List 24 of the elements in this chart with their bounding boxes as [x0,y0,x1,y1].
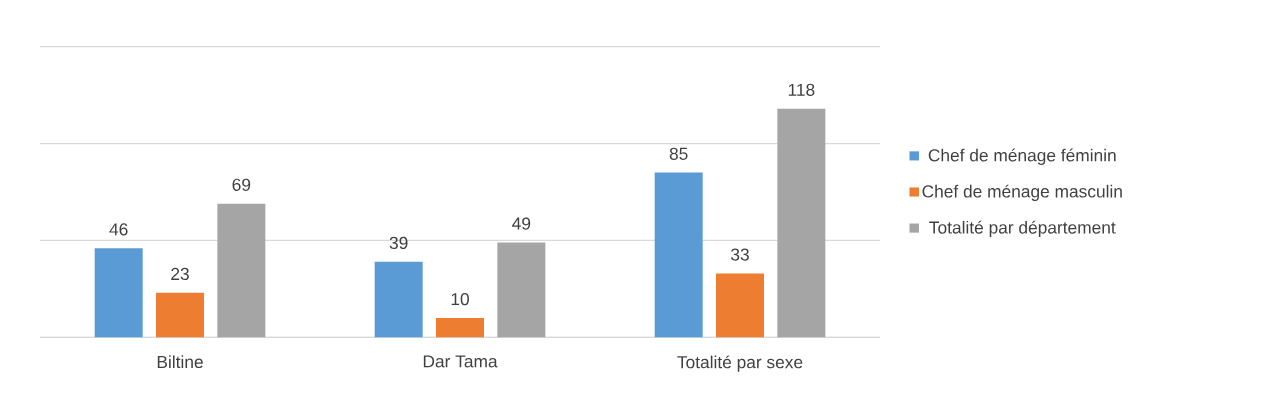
bar [497,242,546,338]
data-label: 10 [451,292,469,306]
bar [374,261,423,338]
bar [654,172,703,338]
x-tick-label: Totalité par sexe [677,355,803,372]
data-label: 85 [669,147,688,160]
bar [94,248,143,338]
data-label: 49 [512,217,531,230]
legend-label: Chef de ménage féminin [928,148,1116,165]
bar [777,108,826,338]
x-tick-label: Biltine [157,355,203,369]
bar [716,273,764,338]
data-label: 23 [171,267,189,281]
data-label: 46 [109,223,128,236]
bar [156,292,205,338]
bar [217,203,266,338]
data-label: 39 [389,236,408,250]
legend-label: Totalité par département [929,220,1116,238]
legend-label: Chef de ménage masculin [922,184,1122,201]
data-label: 69 [232,178,251,191]
data-label: 33 [731,248,749,261]
data-label: 118 [788,83,815,96]
x-tick-label: Dar Tama [423,355,498,368]
bar [436,317,485,338]
